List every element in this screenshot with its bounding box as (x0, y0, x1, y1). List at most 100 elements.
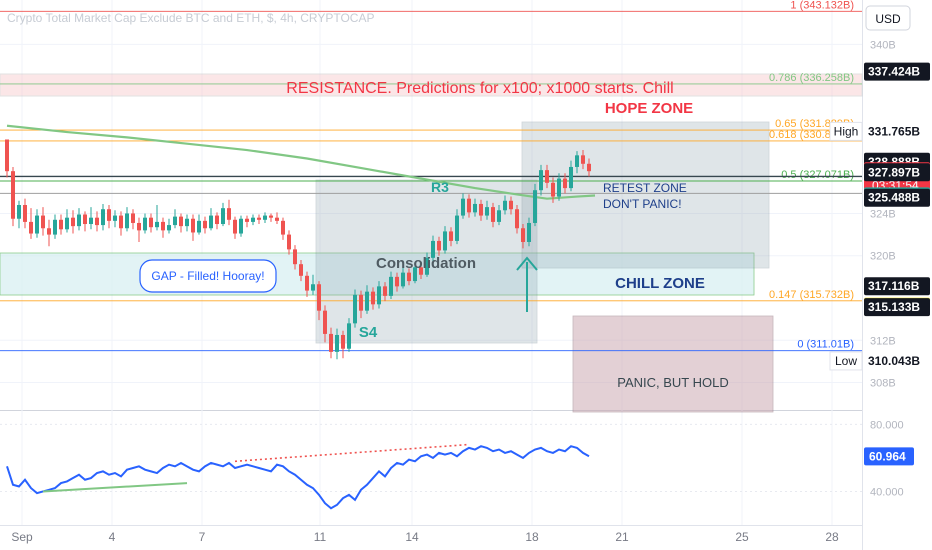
fib-level-label: 0 (311.01B) (797, 339, 854, 351)
price-label-text: 310.043B (868, 354, 920, 368)
candle-body (215, 215, 219, 225)
price-label-box (864, 351, 930, 370)
candle-body (41, 215, 45, 229)
price-label-text: 331.765B (868, 124, 920, 138)
candle-body (449, 231, 453, 241)
rsi-current-label: 60.964 (864, 447, 914, 466)
candle-body (395, 276, 399, 287)
rsi-tick-label: 80.000 (870, 419, 904, 431)
candle (377, 281, 381, 309)
candle (335, 328, 339, 360)
candle (113, 210, 117, 228)
candle (545, 164, 549, 189)
candle (431, 235, 435, 263)
candle (329, 327, 333, 359)
candle (557, 173, 561, 201)
candle (167, 218, 171, 234)
rsi-current-box (864, 447, 914, 466)
candle-body (335, 334, 339, 352)
candle-body (113, 215, 117, 221)
candle-body (347, 323, 351, 349)
price-tag-box (829, 121, 863, 141)
time-tick-label: 21 (615, 530, 629, 544)
candle (323, 305, 327, 343)
candle-body (587, 163, 591, 172)
candle (485, 200, 489, 220)
candle-body (245, 218, 249, 222)
candle (509, 196, 513, 215)
candle-body (569, 166, 573, 189)
price-label-box (864, 298, 930, 317)
price-label-text: 327.897B (868, 165, 920, 179)
candle-body (557, 178, 561, 197)
candle-body (53, 219, 57, 235)
candle-body (353, 294, 357, 324)
fib-level-label: 0.147 (315.732B) (769, 289, 854, 301)
candle (17, 200, 21, 229)
annotation-layer: RESISTANCE. Predictions for x100; x1000 … (139, 80, 729, 390)
price-label-text: 315.133B (868, 300, 920, 314)
candle-body (173, 216, 177, 226)
candle-body (239, 218, 243, 234)
candle (419, 263, 423, 279)
candle-body (5, 139, 9, 172)
candle-body (323, 310, 327, 334)
candle-body (263, 215, 267, 220)
candle-body (119, 215, 123, 229)
price-label-text: 317.116B (868, 279, 920, 293)
candle-body (65, 217, 69, 230)
candle (473, 198, 477, 217)
rsi-support-trendline (42, 482, 188, 493)
candle (365, 285, 369, 314)
candle (575, 151, 579, 174)
candle (395, 272, 399, 292)
candle-body (257, 217, 261, 220)
gap-callout-text: GAP - Filled! Hooray! (151, 269, 264, 283)
moving-average-layer (6, 124, 596, 200)
resistance-label: RESISTANCE. Predictions for x100; x1000 … (286, 80, 673, 97)
candle-body (455, 215, 459, 241)
candle (515, 205, 519, 234)
candle (107, 205, 111, 229)
price-label: 325.488B (864, 188, 930, 207)
candle (245, 215, 249, 228)
time-tick-label: 7 (199, 530, 206, 544)
candle-body (575, 155, 579, 167)
candle-body (563, 178, 567, 189)
candle-body (509, 200, 513, 210)
candle (89, 207, 93, 230)
candle (149, 213, 153, 233)
candle-body (143, 217, 147, 231)
candle-body (179, 216, 183, 227)
candle-body (251, 217, 255, 222)
candle-body (203, 220, 207, 229)
price-tick-label: 320B (870, 251, 896, 263)
candle (53, 214, 57, 239)
currency-label: USD (875, 12, 901, 26)
candle-body (503, 200, 507, 211)
price-label-box (864, 163, 930, 182)
candle (389, 271, 393, 300)
candle-body (107, 209, 111, 221)
candle-body (11, 171, 15, 219)
hope-zone-box (521, 121, 770, 269)
price-tick-label: 324B (870, 208, 896, 220)
candle (317, 281, 321, 321)
candle (65, 209, 69, 233)
candle (59, 214, 63, 235)
candle (257, 214, 261, 225)
candle-body (281, 220, 285, 235)
candle-body (527, 222, 531, 242)
candle-body (125, 213, 129, 229)
candle-body (383, 286, 387, 296)
candle (197, 214, 201, 235)
candle-body (551, 182, 555, 197)
candle (239, 215, 243, 237)
candle (581, 150, 585, 170)
fib-level-label: 1 (343.132B) (790, 0, 854, 11)
candle (137, 217, 141, 242)
currency-button[interactable]: USD (865, 5, 911, 31)
candle (425, 252, 429, 277)
candle (467, 194, 471, 218)
